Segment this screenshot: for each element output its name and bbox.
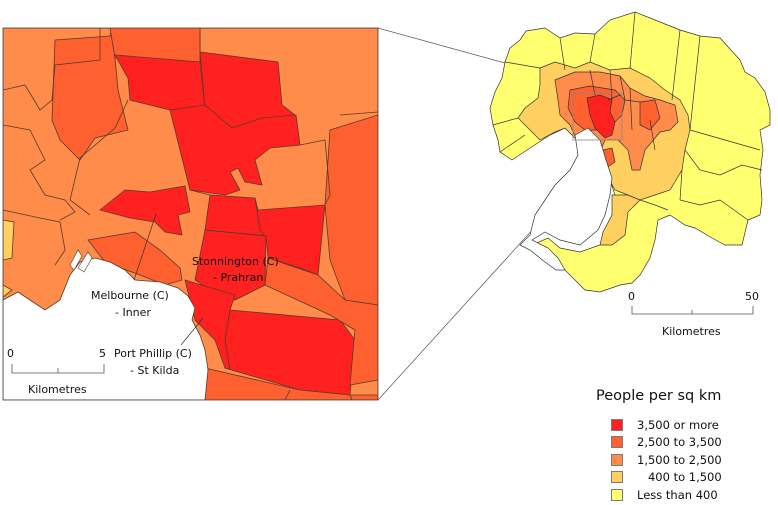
inset-frame (2, 27, 379, 401)
overview-map (489, 11, 771, 293)
legend-swatch-1500-2500 (611, 453, 623, 466)
legend-label: 1,500 to 2,500 (637, 452, 722, 467)
label-portphillip-line1: Port Phillip (C) (114, 347, 192, 360)
overview-locator-box (572, 92, 623, 141)
legend-swatch-under-400 (611, 488, 623, 501)
legend-item: 1,500 to 2,500 (596, 451, 722, 469)
inset-labels: Stonnington (C) - Prahran Melbourne (C) … (91, 255, 279, 377)
overview-scale-start: 0 (628, 290, 635, 303)
legend-label: Less than 400 (637, 487, 718, 502)
label-stonnington-line1: Stonnington (C) (192, 255, 279, 268)
legend-title: People per sq km (596, 388, 722, 404)
legend-label: 2,500 to 3,500 (637, 435, 722, 450)
legend-item: 400 to 1,500 (596, 469, 722, 487)
legend-item: 2,500 to 3,500 (596, 434, 722, 452)
overview-scale-bar: 0 50 Kilometres (628, 290, 759, 338)
legend: People per sq km 3,500 or more 2,500 to … (596, 388, 722, 504)
label-melbourne-line2: - Inner (115, 306, 151, 319)
legend-swatch-400-1500 (611, 471, 623, 484)
label-stonnington-line2: - Prahran (213, 271, 263, 284)
legend-label: 400 to 1,500 (637, 470, 722, 485)
legend-item: Less than 400 (596, 486, 722, 504)
legend-swatch-2500-3500 (611, 436, 623, 449)
legend-swatch-3500-plus (611, 418, 623, 431)
inset-map (3, 28, 378, 400)
inset-scale-unit: Kilometres (28, 383, 87, 396)
inset-scale-bar: 0 5 Kilometres (7, 347, 106, 396)
overview-scale-end: 50 (745, 290, 759, 303)
overview-scale-unit: Kilometres (662, 325, 721, 338)
legend-label: 3,500 or more (637, 417, 719, 432)
inset-scale-start: 0 (7, 347, 14, 360)
label-melbourne-line1: Melbourne (C) (91, 289, 169, 302)
inset-scale-end: 5 (99, 347, 106, 360)
label-portphillip-line2: - St Kilda (130, 364, 179, 377)
legend-item: 3,500 or more (596, 416, 722, 434)
